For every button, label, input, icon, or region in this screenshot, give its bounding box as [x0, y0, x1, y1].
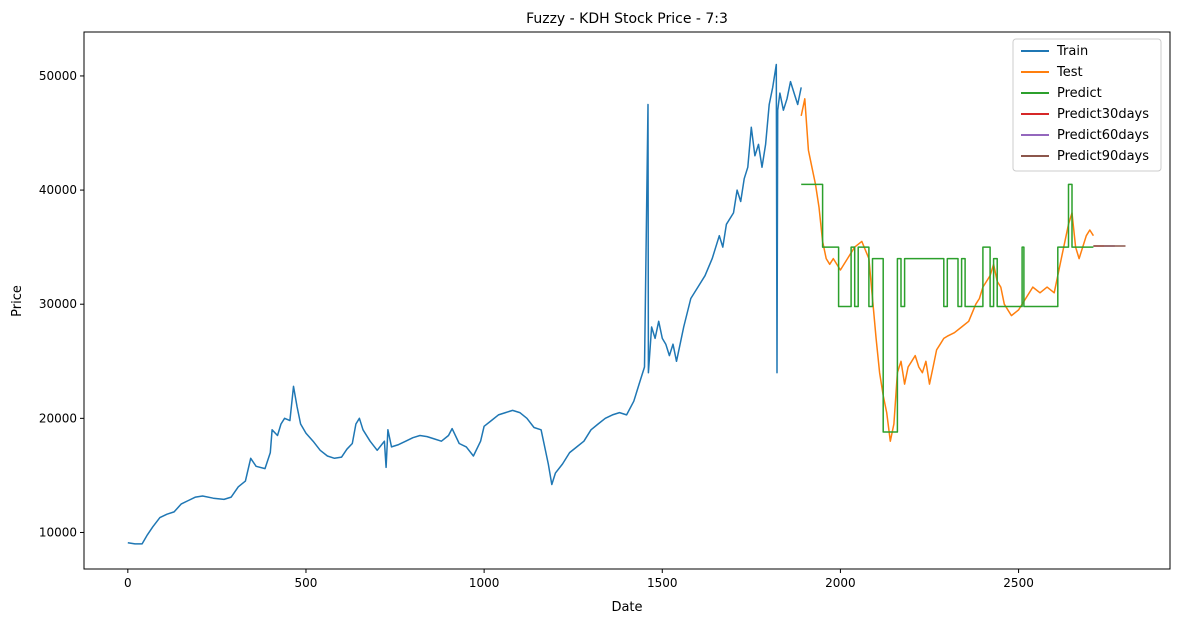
- x-tick-label: 1500: [647, 576, 678, 590]
- y-axis-label: Price: [10, 285, 25, 317]
- x-tick-label: 0: [124, 576, 132, 590]
- legend-label: Predict60days: [1057, 128, 1149, 143]
- legend-label: Train: [1056, 44, 1088, 59]
- x-tick-label: 2000: [825, 576, 856, 590]
- plot-frame: [83, 31, 1171, 570]
- legend-label: Predict: [1057, 86, 1102, 101]
- series-line-train: [127, 63, 802, 545]
- x-tick-label: 1000: [469, 576, 500, 590]
- y-tick-label: 40000: [39, 183, 77, 197]
- y-axis: 10000 20000 30000 40000 50000: [39, 69, 84, 539]
- y-tick-label: 50000: [39, 69, 77, 83]
- chart-title: Fuzzy - KDH Stock Price - 7:3: [526, 11, 728, 27]
- legend: Train Test Predict Predict30days Predict60da…: [1012, 38, 1162, 172]
- x-tick-label: 2500: [1003, 576, 1034, 590]
- legend-label: Predict30days: [1057, 107, 1149, 122]
- legend-label: Test: [1056, 65, 1083, 80]
- y-tick-label: 20000: [39, 411, 77, 425]
- series-line-test: [800, 98, 1095, 442]
- x-axis: 0 500 1000 1500 2000 2500: [124, 569, 1034, 590]
- y-tick-label: 30000: [39, 297, 77, 311]
- x-tick-label: 500: [295, 576, 318, 590]
- series-line-predict: [801, 183, 1094, 433]
- x-axis-label: Date: [611, 600, 642, 615]
- legend-box: [1012, 38, 1162, 172]
- plot-area: [127, 63, 1126, 545]
- legend-label: Predict90days: [1057, 149, 1149, 164]
- y-tick-label: 10000: [39, 525, 77, 539]
